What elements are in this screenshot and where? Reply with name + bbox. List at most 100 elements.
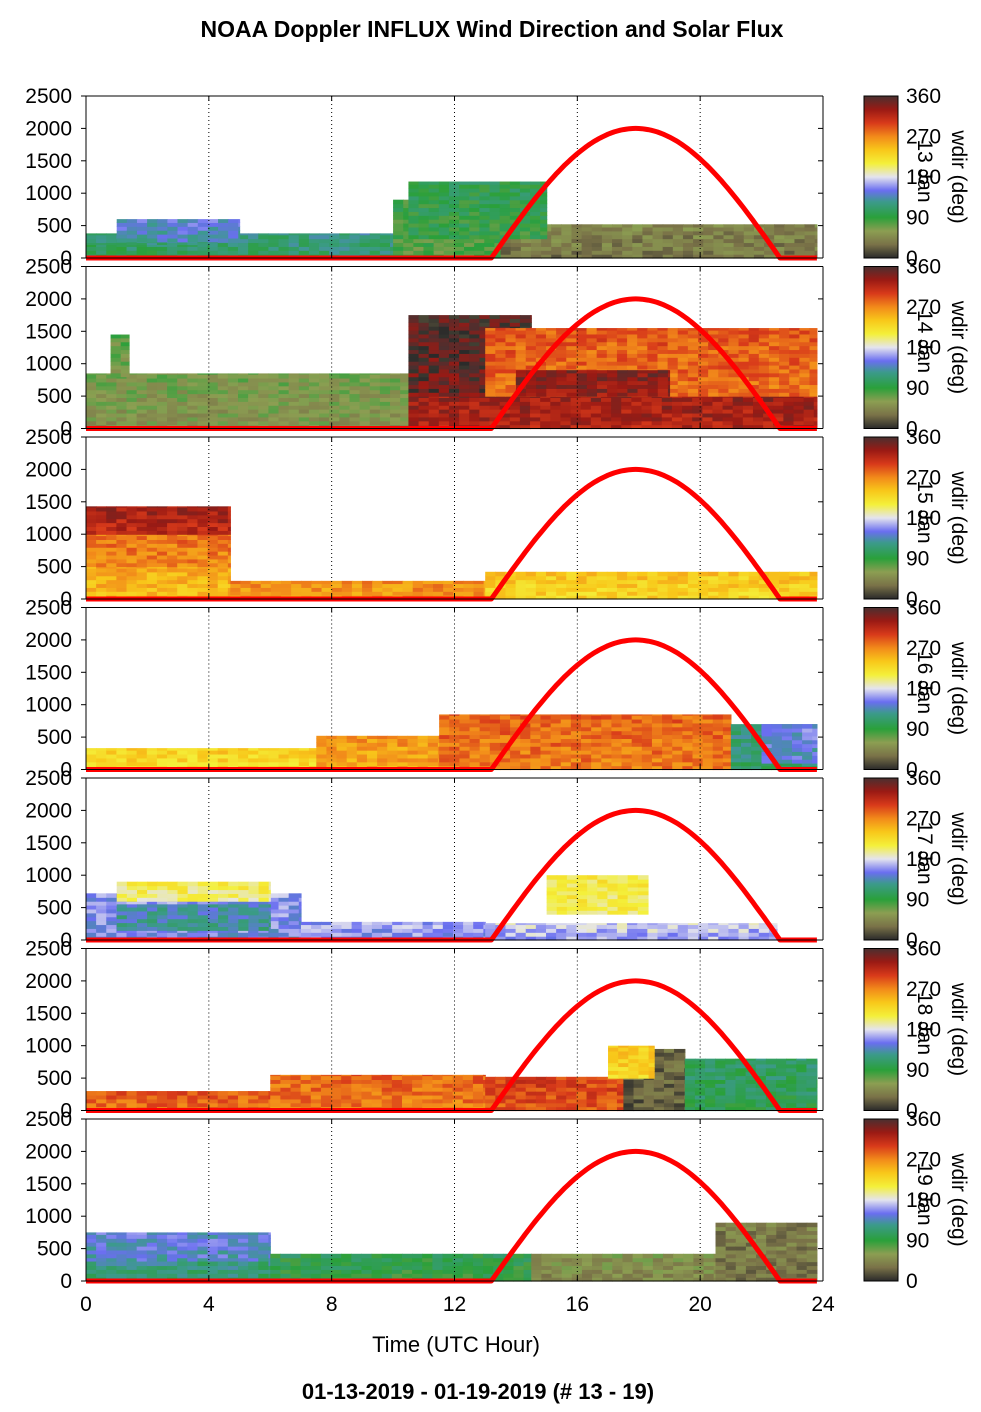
heatmap-cell <box>647 591 659 596</box>
heatmap-cell <box>298 401 310 406</box>
heatmap-cell <box>449 734 461 739</box>
heatmap-cell <box>637 587 648 592</box>
heatmap-cell <box>586 357 598 362</box>
heatmap-cell <box>126 522 138 528</box>
heatmap-cell <box>551 246 562 251</box>
heatmap-cell <box>319 397 330 402</box>
heatmap-cell <box>146 554 158 560</box>
heatmap-cell <box>362 580 373 585</box>
heatmap-cell <box>647 372 659 378</box>
heatmap-cell <box>530 396 541 398</box>
heatmap-cell <box>469 730 481 736</box>
heatmap-cell <box>713 238 725 244</box>
heatmap-cell <box>774 234 785 240</box>
heatmap-cell <box>580 409 592 414</box>
heatmap-cell <box>479 365 491 370</box>
heatmap-cell <box>278 928 290 933</box>
heatmap-cell <box>96 389 107 395</box>
heatmap-cell <box>86 420 97 426</box>
heatmap-cell <box>647 575 659 581</box>
heatmap-cell <box>590 412 602 418</box>
heatmap-cell <box>207 757 219 763</box>
heatmap-cell <box>459 726 471 732</box>
heatmap-cell <box>627 579 638 585</box>
heatmap-cell <box>448 337 460 343</box>
heatmap-cell <box>637 357 648 362</box>
heatmap-cell <box>403 238 414 244</box>
heatmap-cell <box>278 753 290 759</box>
heatmap-cell <box>546 575 557 581</box>
heatmap-cell <box>566 380 578 386</box>
heatmap-cell <box>611 401 622 406</box>
heatmap-cell <box>519 396 531 398</box>
heatmap-cell <box>536 376 547 382</box>
heatmap-cell <box>702 420 714 426</box>
heatmap-cell <box>741 738 752 743</box>
heatmap-cell <box>586 376 598 382</box>
heatmap-cell <box>136 562 148 568</box>
heatmap-cell <box>581 242 593 247</box>
heatmap-cell <box>207 506 219 508</box>
heatmap-cell <box>86 583 97 588</box>
heatmap-cell <box>712 409 724 414</box>
heatmap-cell <box>248 242 259 247</box>
heatmap-cell <box>341 580 353 585</box>
heatmap-cell <box>96 920 107 926</box>
heatmap-cell <box>758 357 770 362</box>
heatmap-cell <box>387 757 398 763</box>
heatmap-cell <box>791 731 803 737</box>
heatmap-cell <box>748 384 760 389</box>
heatmap-cell <box>703 246 714 251</box>
heatmap-cell <box>402 587 414 592</box>
heatmap-cell <box>641 765 653 771</box>
heatmap-cell <box>596 591 608 596</box>
solar-flux-line <box>86 125 817 261</box>
heatmap-cell <box>459 753 471 759</box>
heatmap-cell <box>631 718 643 724</box>
heatmap-cell <box>427 738 439 743</box>
heatmap-cell <box>607 380 618 386</box>
heatmap-cell <box>339 373 351 375</box>
heatmap-cell <box>566 587 578 592</box>
heatmap-cell <box>576 591 588 596</box>
heatmap-cell <box>136 567 148 573</box>
heatmap-cell <box>366 735 378 739</box>
heatmap-cell <box>156 534 168 537</box>
heatmap-cell <box>662 742 673 747</box>
heatmap-cell <box>509 315 521 319</box>
heatmap-cell <box>499 226 511 232</box>
heatmap-cell <box>661 416 673 422</box>
heatmap-cell <box>693 224 704 228</box>
heatmap-cell <box>428 215 440 220</box>
heatmap-cell <box>813 416 818 422</box>
heatmap-cell <box>316 753 328 759</box>
heatmap-cell <box>621 753 633 759</box>
heatmap-cell <box>288 374 300 379</box>
heatmap-cell <box>258 757 269 763</box>
heatmap-cell <box>126 250 138 255</box>
heatmap-cell <box>556 388 568 393</box>
heatmap-cell <box>509 412 521 418</box>
y-tick-label: 1000 <box>25 182 72 205</box>
heatmap-cell <box>677 349 689 354</box>
heatmap-cell <box>505 380 517 386</box>
heatmap-cell <box>730 765 742 771</box>
heatmap-cell <box>359 373 371 375</box>
heatmap-cell <box>321 591 333 596</box>
heatmap-cell <box>576 370 588 374</box>
heatmap-cell <box>560 746 572 751</box>
heatmap-cell <box>743 250 755 255</box>
heatmap-cell <box>556 349 567 354</box>
heatmap-cell <box>418 376 430 382</box>
heatmap-cell <box>336 761 348 767</box>
heatmap-cell <box>651 730 663 736</box>
heatmap-cell <box>789 388 800 393</box>
heatmap-cell <box>278 905 290 910</box>
heatmap-cell <box>106 920 117 926</box>
colorbar-tick-label: 360 <box>906 256 941 279</box>
heatmap-cell <box>197 534 209 537</box>
heatmap-cell <box>607 376 618 382</box>
heatmap-cell <box>652 230 664 236</box>
heatmap-cell <box>586 575 598 581</box>
heatmap-cell <box>197 535 209 540</box>
